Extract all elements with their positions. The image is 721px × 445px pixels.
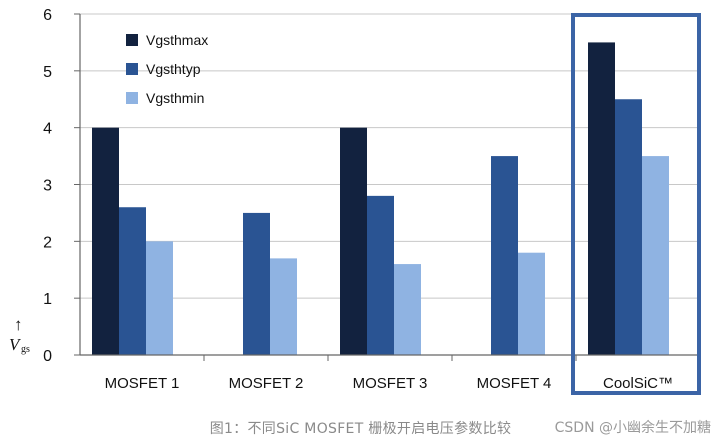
y-tick-label: 1 [43, 291, 52, 308]
y-tick-label: 3 [43, 178, 52, 195]
axes: 0 1 2 3 4 5 6 MOSFET 1 MOSFET 2 MOSFET 3 MOSFET 4 C… [43, 7, 701, 392]
legend: Vgsthmax Vgsthtyp Vgsthmin [126, 32, 208, 106]
legend-swatch-vgsthmax [126, 34, 138, 46]
legend-label-vgsthmin: Vgsthmin [146, 90, 204, 106]
y-tick-label: 2 [43, 234, 52, 251]
x-category-label: CoolSiC™ [603, 375, 673, 392]
x-category-label: MOSFET 1 [105, 375, 180, 392]
bar-vgsthmin-0 [146, 241, 173, 355]
highlight-rectangle [571, 13, 701, 395]
y-axis-label: ↑ V gs [9, 315, 30, 355]
y-tick-label: 4 [43, 121, 52, 138]
bar-vgsthmin-2 [394, 264, 421, 355]
bars [92, 42, 669, 356]
bar-vgsthtyp-4 [615, 99, 642, 355]
y-axis-subscript: gs [21, 344, 30, 355]
highlight-box [571, 13, 701, 395]
bar-vgsthtyp-2 [367, 195, 394, 355]
bar-vgsthtyp-0 [119, 207, 146, 355]
x-category-label: MOSFET 3 [353, 375, 428, 392]
legend-swatch-vgsthtyp [126, 63, 138, 75]
x-category-label: MOSFET 2 [229, 375, 304, 392]
bar-vgsthmax-0 [92, 127, 119, 356]
legend-label-vgsthmax: Vgsthmax [146, 32, 208, 48]
y-axis-arrow: ↑ [14, 315, 23, 334]
y-tick-label: 5 [43, 64, 52, 81]
y-tick-label: 0 [43, 348, 52, 365]
x-category-label: MOSFET 4 [477, 375, 552, 392]
bar-vgsthmin-3 [518, 252, 545, 355]
bar-vgsthtyp-3 [491, 156, 518, 355]
y-axis-title: V [9, 335, 22, 354]
bar-vgsthmax-4 [588, 42, 615, 356]
bar-vgsthmin-1 [270, 258, 297, 355]
legend-label-vgsthtyp: Vgsthtyp [146, 61, 201, 77]
figure-caption: 图1：不同SiC MOSFET 栅极开启电压参数比较 [209, 421, 512, 437]
bar-vgsthtyp-1 [243, 212, 270, 355]
y-tick-label: 6 [43, 7, 52, 24]
bar-vgsthmax-2 [340, 127, 367, 356]
bar-vgsthmin-4 [642, 156, 669, 355]
legend-swatch-vgsthmin [126, 92, 138, 104]
watermark: CSDN @小幽余生不加糖 [554, 417, 711, 437]
